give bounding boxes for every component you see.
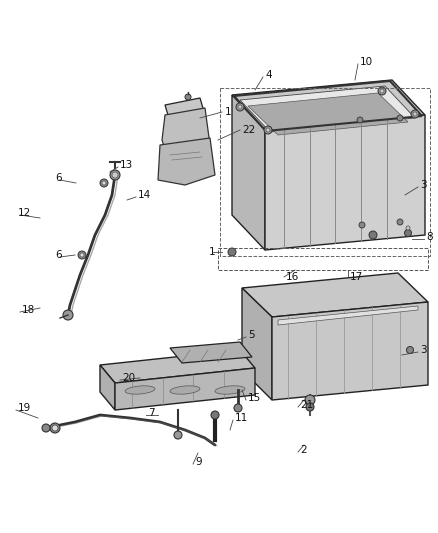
Text: 9: 9 [195,457,201,467]
Polygon shape [248,93,408,135]
Circle shape [406,346,413,353]
Bar [218,248,428,270]
Circle shape [397,115,403,121]
Circle shape [406,226,410,230]
Circle shape [413,112,417,116]
Circle shape [378,87,386,95]
Circle shape [185,94,191,100]
Circle shape [52,425,58,431]
Text: 6: 6 [55,173,62,183]
Text: 3: 3 [420,345,427,355]
Ellipse shape [170,386,200,394]
Circle shape [42,424,50,432]
Circle shape [405,230,411,237]
Text: 11: 11 [235,413,248,423]
Polygon shape [115,368,255,410]
Text: 10: 10 [360,57,373,67]
Circle shape [228,248,236,256]
Polygon shape [165,98,205,122]
Text: 4: 4 [265,70,272,80]
Polygon shape [232,95,265,250]
Text: 15: 15 [248,393,261,403]
Circle shape [380,89,384,93]
Polygon shape [100,365,115,410]
Text: 1: 1 [225,107,232,117]
Circle shape [238,105,242,109]
Polygon shape [170,342,252,363]
Ellipse shape [215,386,245,394]
Circle shape [78,251,86,259]
Circle shape [63,310,73,320]
Polygon shape [240,86,415,132]
Ellipse shape [125,386,155,394]
Text: 1: 1 [208,247,215,257]
Text: 2: 2 [300,445,307,455]
Text: 6: 6 [55,250,62,260]
Text: 5: 5 [248,330,254,340]
Text: 8: 8 [426,232,433,242]
Circle shape [234,404,242,412]
Text: 18: 18 [22,305,35,315]
Circle shape [359,222,365,228]
Text: 3: 3 [420,180,427,190]
Polygon shape [278,306,418,325]
Circle shape [369,231,377,239]
Polygon shape [162,108,210,160]
Circle shape [174,431,182,439]
Text: 22: 22 [242,125,255,135]
Text: 17: 17 [350,272,363,282]
Circle shape [100,179,108,187]
Text: 16: 16 [286,272,299,282]
Circle shape [266,128,270,132]
Circle shape [264,126,272,134]
Circle shape [50,423,60,433]
Polygon shape [242,273,428,317]
Text: 12: 12 [18,208,31,218]
Text: 20: 20 [122,373,135,383]
Text: 13: 13 [120,160,133,170]
Text: 21: 21 [300,400,313,410]
Circle shape [110,170,120,180]
Circle shape [80,253,84,257]
Circle shape [236,103,244,111]
Circle shape [397,219,403,225]
Circle shape [305,395,315,405]
Polygon shape [232,80,425,130]
Text: 19: 19 [18,403,31,413]
Polygon shape [265,115,425,250]
Circle shape [306,403,314,411]
Polygon shape [242,288,272,400]
Circle shape [411,110,419,118]
Circle shape [112,172,118,178]
Text: 7: 7 [148,408,155,418]
Polygon shape [158,138,215,185]
Circle shape [357,117,363,123]
Circle shape [102,181,106,185]
Polygon shape [272,302,428,400]
Polygon shape [100,350,255,383]
Text: 14: 14 [138,190,151,200]
Circle shape [211,411,219,419]
